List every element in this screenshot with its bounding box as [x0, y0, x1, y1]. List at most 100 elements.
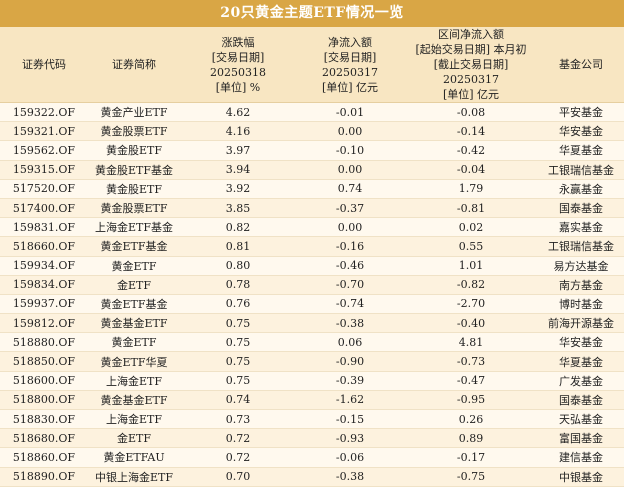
cell-range-inflow: -0.42 — [404, 140, 538, 161]
cell-company: 嘉实基金 — [538, 217, 624, 238]
cell-net-inflow: -0.37 — [296, 198, 404, 219]
cell-name: 黄金ETF华夏 — [88, 351, 180, 372]
cell-net-inflow: -0.93 — [296, 428, 404, 449]
table-row: 159937.OF 黄金ETF基金 0.76 -0.74 -2.70 博时基金 — [0, 294, 624, 315]
cell-code: 159562.OF — [0, 140, 88, 161]
cell-name: 黄金产业ETF — [88, 102, 180, 123]
cell-change: 4.62 — [180, 102, 296, 123]
cell-name: 金ETF — [88, 428, 180, 449]
cell-change: 0.75 — [180, 371, 296, 391]
cell-range-inflow: -0.08 — [404, 102, 538, 123]
cell-name: 上海金ETF基金 — [88, 217, 180, 238]
cell-change: 0.75 — [180, 351, 296, 372]
cell-company: 华安基金 — [538, 121, 624, 142]
table-row: 518660.OF 黄金ETF基金 0.81 -0.16 0.55 工银瑞信基金 — [0, 236, 624, 257]
cell-range-inflow: 0.02 — [404, 217, 538, 238]
cell-code: 159934.OF — [0, 256, 88, 276]
cell-company: 平安基金 — [538, 102, 624, 123]
table-title: 20只黄金主题ETF情况一览 — [0, 0, 624, 27]
cell-net-inflow: -0.16 — [296, 236, 404, 257]
table-row: 518850.OF 黄金ETF华夏 0.75 -0.90 -0.73 华夏基金 — [0, 351, 624, 372]
header-code: 证券代码 — [0, 27, 88, 103]
cell-change: 3.94 — [180, 160, 296, 180]
etf-table: 证券代码 证券简称 涨跌幅 [交易日期] 20250318 [单位] % 净流入… — [0, 27, 624, 487]
cell-name: 上海金ETF — [88, 371, 180, 391]
table-row: 159315.OF 黄金股ETF基金 3.94 0.00 -0.04 工银瑞信基金 — [0, 160, 624, 180]
cell-name: 黄金基金ETF — [88, 390, 180, 411]
table-body: 159322.OF 黄金产业ETF 4.62 -0.01 -0.08 平安基金 159321… — [0, 102, 624, 487]
cell-range-inflow: -0.73 — [404, 351, 538, 372]
cell-code: 159834.OF — [0, 275, 88, 295]
table-row: 517400.OF 黄金股票ETF 3.85 -0.37 -0.81 国泰基金 — [0, 198, 624, 219]
cell-company: 博时基金 — [538, 294, 624, 315]
cell-code: 518800.OF — [0, 390, 88, 411]
cell-range-inflow: 0.55 — [404, 236, 538, 257]
cell-company: 华夏基金 — [538, 351, 624, 372]
cell-range-inflow: -2.70 — [404, 294, 538, 315]
table-row: 159834.OF 金ETF 0.78 -0.70 -0.82 南方基金 — [0, 275, 624, 295]
cell-change: 0.74 — [180, 390, 296, 411]
cell-change: 0.73 — [180, 409, 296, 430]
cell-code: 159321.OF — [0, 121, 88, 142]
cell-net-inflow: -0.15 — [296, 409, 404, 430]
cell-company: 易方达基金 — [538, 256, 624, 276]
header-row: 证券代码 证券简称 涨跌幅 [交易日期] 20250318 [单位] % 净流入… — [0, 27, 624, 103]
cell-range-inflow: 0.26 — [404, 409, 538, 430]
cell-company: 国泰基金 — [538, 390, 624, 411]
cell-code: 159315.OF — [0, 160, 88, 180]
table-row: 159934.OF 黄金ETF 0.80 -0.46 1.01 易方达基金 — [0, 256, 624, 276]
cell-company: 国泰基金 — [538, 198, 624, 219]
header-range-inflow: 区间净流入额 [起始交易日期] 本月初 [截止交易日期] 20250317 [单… — [404, 27, 538, 103]
cell-company: 永赢基金 — [538, 179, 624, 199]
cell-range-inflow: -0.14 — [404, 121, 538, 142]
cell-code: 517520.OF — [0, 179, 88, 199]
cell-company: 工银瑞信基金 — [538, 236, 624, 257]
cell-code: 518880.OF — [0, 332, 88, 353]
cell-code: 518660.OF — [0, 236, 88, 257]
cell-net-inflow: -0.06 — [296, 447, 404, 468]
cell-range-inflow: 4.81 — [404, 332, 538, 353]
cell-net-inflow: -0.38 — [296, 313, 404, 334]
table-row: 518600.OF 上海金ETF 0.75 -0.39 -0.47 广发基金 — [0, 371, 624, 391]
table-row: 159321.OF 黄金股票ETF 4.16 0.00 -0.14 华安基金 — [0, 121, 624, 142]
cell-name: 上海金ETF — [88, 409, 180, 430]
cell-range-inflow: -0.95 — [404, 390, 538, 411]
cell-change: 0.72 — [180, 428, 296, 449]
header-change: 涨跌幅 [交易日期] 20250318 [单位] % — [180, 27, 296, 103]
table-row: 518800.OF 黄金基金ETF 0.74 -1.62 -0.95 国泰基金 — [0, 390, 624, 411]
cell-range-inflow: -0.47 — [404, 371, 538, 391]
cell-name: 黄金ETFAU — [88, 447, 180, 468]
cell-net-inflow: 0.06 — [296, 332, 404, 353]
cell-range-inflow: -0.82 — [404, 275, 538, 295]
cell-code: 518830.OF — [0, 409, 88, 430]
cell-name: 黄金ETF基金 — [88, 236, 180, 257]
cell-change: 0.80 — [180, 256, 296, 276]
cell-company: 华安基金 — [538, 332, 624, 353]
cell-change: 3.92 — [180, 179, 296, 199]
cell-code: 518600.OF — [0, 371, 88, 391]
header-company: 基金公司 — [538, 27, 624, 103]
cell-change: 0.75 — [180, 313, 296, 334]
cell-net-inflow: -0.70 — [296, 275, 404, 295]
cell-company: 华夏基金 — [538, 140, 624, 161]
cell-net-inflow: 0.00 — [296, 121, 404, 142]
cell-net-inflow: 0.74 — [296, 179, 404, 199]
cell-change: 3.85 — [180, 198, 296, 219]
cell-range-inflow: -0.04 — [404, 160, 538, 180]
header-name: 证券简称 — [88, 27, 180, 103]
table-row: 159831.OF 上海金ETF基金 0.82 0.00 0.02 嘉实基金 — [0, 217, 624, 238]
cell-code: 517400.OF — [0, 198, 88, 219]
cell-name: 黄金基金ETF — [88, 313, 180, 334]
cell-company: 建信基金 — [538, 447, 624, 468]
cell-name: 黄金股ETF — [88, 179, 180, 199]
cell-change: 0.76 — [180, 294, 296, 315]
table-row: 159812.OF 黄金基金ETF 0.75 -0.38 -0.40 前海开源基金 — [0, 313, 624, 334]
cell-net-inflow: -0.01 — [296, 102, 404, 123]
cell-change: 0.75 — [180, 332, 296, 353]
cell-net-inflow: -0.74 — [296, 294, 404, 315]
cell-code: 159322.OF — [0, 102, 88, 123]
cell-name: 黄金股票ETF — [88, 121, 180, 142]
cell-net-inflow: -0.39 — [296, 371, 404, 391]
cell-code: 159831.OF — [0, 217, 88, 238]
